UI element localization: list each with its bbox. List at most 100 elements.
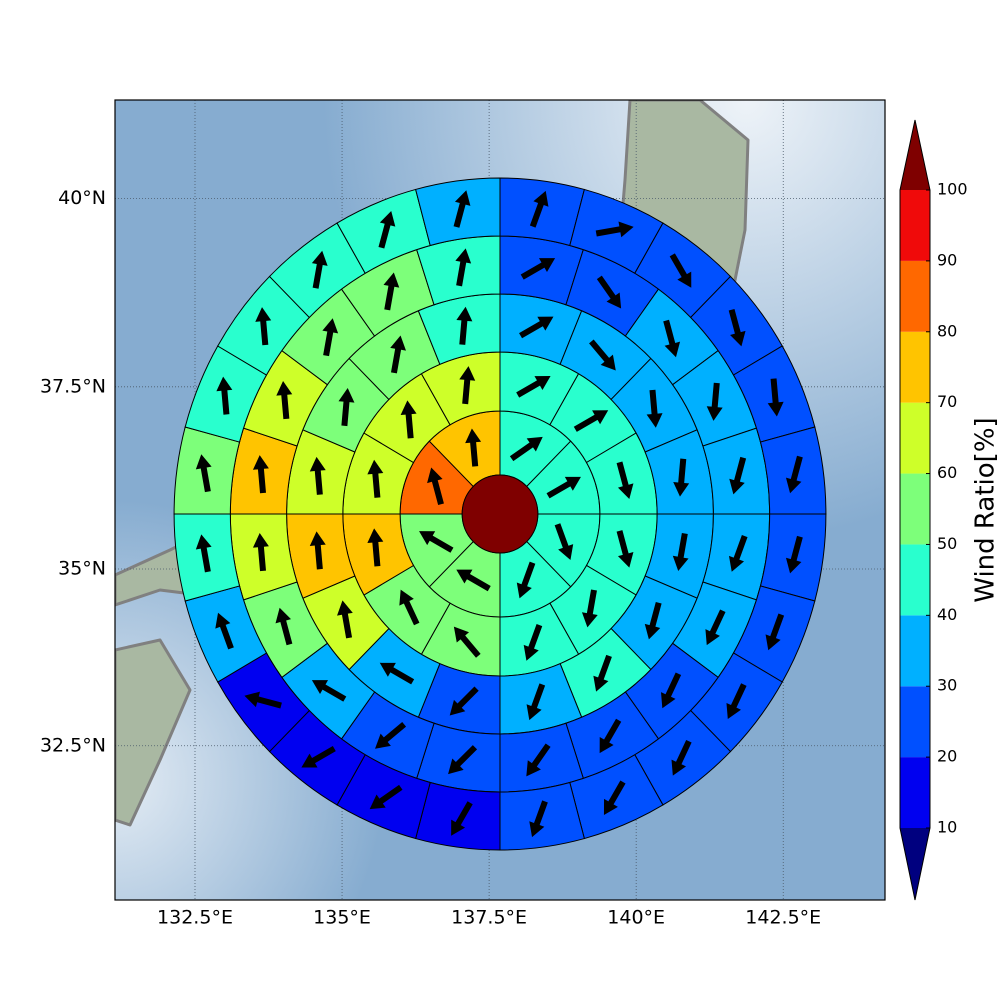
wind-arrow [671, 739, 692, 776]
wind-arrow [309, 531, 326, 570]
wind-arrow [599, 718, 622, 754]
wind-arrow [311, 680, 347, 702]
wind-arrow [523, 624, 543, 661]
axes: 132.5°E 135°E 137.5°E 140°E 142.5°E 32.5°N 35°… [40, 187, 821, 929]
center-disc [461, 474, 539, 554]
colorbar-tick-label: 20 [937, 747, 957, 766]
wind-arrow [378, 211, 396, 249]
x-tick-label: 137.5°E [451, 907, 527, 929]
wind-arrow [728, 535, 748, 572]
wind-arrow [400, 400, 417, 439]
wind-arrow [419, 531, 454, 553]
wind-arrow [195, 454, 212, 493]
wind-arrow [546, 476, 581, 499]
wind-arrow [453, 190, 471, 228]
wind-arrow [390, 335, 406, 374]
wind-arrow [451, 801, 473, 836]
colorbar-tick-label: 10 [937, 818, 957, 837]
colorbar-tick-label: 30 [937, 676, 957, 695]
wind-arrow [526, 743, 551, 777]
colorbar-tick-label: 50 [937, 534, 957, 553]
wind-arrow [728, 308, 746, 347]
wind-arrow [509, 436, 543, 462]
wind-arrow [603, 780, 626, 815]
wind-arrow [516, 376, 551, 398]
y-tick-label: 37.5°N [40, 375, 106, 397]
wind-arrow [275, 607, 293, 646]
wind-arrow [554, 523, 574, 560]
wind-arrow [375, 721, 407, 749]
colorbar-bin [900, 686, 930, 758]
wind-arrow [379, 662, 415, 685]
wind-arrow [311, 250, 328, 289]
wind-arrow [252, 455, 269, 494]
wind-arrow [338, 387, 355, 427]
colorbar-bin [900, 615, 930, 687]
colorbar-tick-label: 80 [937, 321, 957, 340]
wind-arrow [729, 456, 747, 495]
x-tick-label: 140°E [607, 907, 665, 929]
wind-arrow [448, 745, 478, 775]
wind-arrow [767, 378, 784, 417]
wind-arrow [244, 691, 282, 709]
wind-arrow [453, 626, 481, 658]
wind-arrow [705, 609, 726, 646]
wind-arrow [309, 456, 326, 495]
colorbar-bin [900, 757, 930, 828]
wind-arrow [589, 339, 616, 371]
wind-arrow [516, 561, 536, 599]
colorbar-bin [900, 260, 930, 332]
wind-arrow [195, 534, 212, 573]
colorbar-tick-label: 90 [937, 250, 957, 269]
wind-arrow [663, 319, 681, 358]
colorbar-bin [900, 190, 930, 261]
wind-arrow [529, 190, 549, 228]
wind-arrow [519, 316, 554, 339]
y-tick-label: 32.5°N [40, 734, 106, 756]
wind-rose [173, 177, 827, 851]
wind-arrow [252, 533, 269, 572]
x-tick-label: 135°E [313, 907, 371, 929]
wind-arrow [449, 686, 479, 716]
wind-arrow [646, 389, 663, 428]
wind-arrow [456, 569, 491, 592]
wind-arrow [337, 600, 353, 639]
wind-arrow [215, 612, 234, 650]
y-tick-label: 40°N [58, 187, 106, 209]
wind-arrow [526, 683, 546, 721]
sector [499, 177, 585, 247]
wind-arrow [367, 528, 384, 567]
wind-arrow [661, 672, 682, 709]
wind-arrow [322, 318, 339, 357]
plot-frame [114, 99, 886, 901]
wind-arrow [596, 275, 622, 309]
colorbar-label: Wind Ratio[%] [971, 417, 1000, 602]
colorbar-bin [900, 331, 930, 403]
colorbar-tick-label: 100 [937, 180, 968, 199]
wind-arrow [216, 376, 233, 415]
wind-arrow [520, 258, 556, 280]
wind-arrow [276, 381, 293, 420]
wind-arrow [616, 530, 634, 568]
colorbar-extend-max [900, 120, 930, 190]
wind-arrow [593, 654, 612, 692]
wind-arrow [672, 533, 689, 571]
wind-arrow [595, 221, 634, 238]
wind-arrow [785, 455, 803, 494]
colorbar-tick-label: 70 [937, 392, 957, 411]
y-tick-label: 35°N [58, 558, 106, 580]
colorbar-bin [900, 402, 930, 474]
x-tick-label: 132.5°E [157, 907, 233, 929]
wind-arrow [673, 458, 690, 497]
wind-arrow [427, 467, 444, 505]
wind-arrow [581, 589, 598, 628]
colorbar-tick-label: 40 [937, 605, 957, 624]
wind-arrow [669, 253, 692, 288]
wind-arrow [465, 428, 482, 467]
wind-arrow [529, 800, 548, 838]
colorbar-bin [900, 473, 930, 545]
wind-arrow [785, 535, 803, 574]
wind-arrow [644, 601, 662, 640]
wind-arrow [706, 382, 723, 421]
